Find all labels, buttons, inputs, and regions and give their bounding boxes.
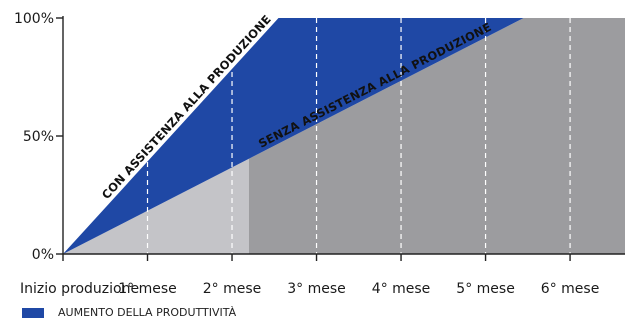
y-tick-label: 100%: [14, 11, 54, 27]
x-tick-label: 3° mese: [287, 281, 346, 297]
x-tick-label: 4° mese: [372, 281, 431, 297]
x-tick-label: 6° mese: [541, 281, 600, 297]
legend: AUMENTO DELLA PRODUTTIVITÀ: [22, 306, 236, 319]
axes: [56, 16, 625, 261]
vertical-gridlines: [146, 18, 571, 254]
x-tick-label: 2° mese: [203, 281, 262, 297]
productivity-areas: [63, 18, 524, 254]
dark-grey-region: [248, 18, 625, 254]
x-tick-label: Inizio produzione: [20, 281, 139, 297]
legend-label: AUMENTO DELLA PRODUTTIVITÀ: [58, 306, 237, 319]
x-tick-label: 1° mese: [118, 281, 177, 297]
y-tick-label: 50%: [23, 129, 54, 145]
x-tick-label: 5° mese: [456, 281, 515, 297]
y-tick-label: 0%: [32, 247, 54, 263]
legend-swatch: [22, 307, 44, 318]
productivity-gain-area: [63, 18, 524, 254]
